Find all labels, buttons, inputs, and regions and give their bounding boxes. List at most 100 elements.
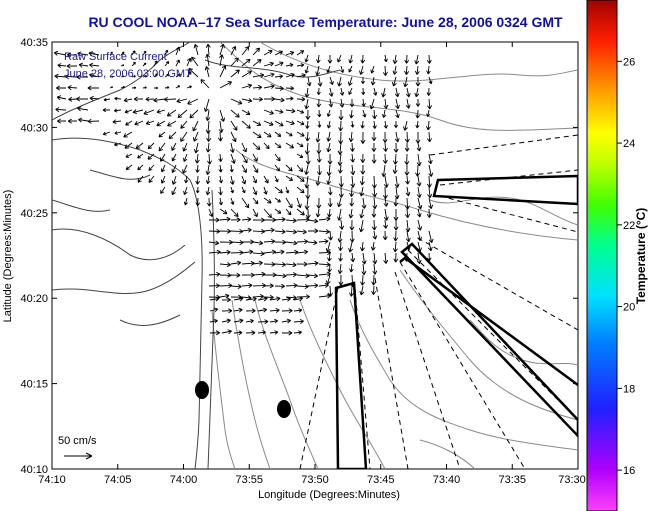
current-vector — [219, 208, 228, 215]
current-vector — [252, 260, 263, 266]
current-vector — [361, 87, 366, 95]
current-vector — [158, 131, 166, 138]
current-vector — [393, 252, 399, 263]
current-vector — [219, 43, 225, 56]
current-vector — [77, 106, 89, 112]
current-vector — [137, 175, 144, 183]
current-vector — [425, 120, 431, 131]
current-vector — [348, 208, 354, 219]
current-vector — [426, 54, 432, 64]
current-vector — [241, 120, 251, 129]
current-vector — [131, 61, 136, 67]
current-vector — [245, 308, 256, 314]
y-axis-ticks: 40:35 40:30 40:25 40:20 40:15 40:10 — [20, 37, 578, 476]
current-vector — [230, 46, 237, 56]
current-vector — [193, 43, 199, 56]
current-vector — [426, 65, 431, 75]
current-vector — [153, 97, 166, 103]
current-vector — [120, 75, 125, 78]
current-vector — [241, 142, 248, 153]
current-vector — [230, 98, 243, 105]
current-vector — [285, 51, 295, 56]
current-vector — [383, 219, 388, 229]
current-vector — [360, 120, 365, 129]
current-vector — [112, 119, 122, 125]
current-vector — [339, 219, 345, 230]
current-vector — [120, 64, 125, 67]
current-vector — [296, 239, 309, 245]
current-vector — [393, 153, 398, 165]
current-vector — [307, 228, 319, 234]
current-vector — [114, 131, 122, 135]
current-vector — [403, 120, 408, 131]
current-vector — [208, 283, 220, 289]
current-vector — [305, 208, 311, 219]
current-vector — [263, 197, 272, 204]
current-vector — [416, 186, 422, 198]
current-vector — [263, 208, 272, 219]
current-vector — [349, 142, 355, 152]
current-vector — [318, 238, 329, 244]
current-vector — [230, 260, 242, 266]
current-vector — [147, 153, 155, 160]
current-vector — [337, 142, 343, 155]
current-vector — [315, 175, 321, 186]
current-vector — [338, 164, 343, 174]
current-vector — [103, 97, 111, 102]
current-vector — [124, 142, 133, 149]
current-vector — [315, 208, 321, 218]
current-vector — [233, 307, 243, 313]
current-vector — [304, 54, 309, 63]
current-vector — [195, 186, 200, 194]
current-vector — [416, 252, 422, 264]
current-vector — [218, 175, 224, 184]
current-vector — [205, 175, 211, 185]
current-vector — [120, 85, 125, 89]
current-vector — [307, 260, 319, 266]
y-tick-label: 40:25 — [20, 208, 48, 220]
current-vector — [233, 318, 244, 324]
current-vector — [326, 109, 331, 117]
current-vector — [183, 153, 188, 162]
current-vector — [195, 197, 201, 207]
current-vector — [241, 164, 247, 173]
current-vector — [263, 109, 274, 115]
colorbar-tick-label: 24 — [623, 138, 635, 150]
current-vector — [133, 96, 144, 102]
current-vector — [66, 63, 78, 69]
current-vector — [148, 164, 155, 171]
current-vector — [285, 283, 298, 288]
current-vector — [339, 87, 345, 96]
y-tick-label: 40:35 — [20, 37, 48, 49]
current-vector — [296, 96, 306, 102]
current-vector — [316, 98, 322, 108]
current-vector — [55, 107, 67, 113]
current-vector — [53, 50, 67, 56]
current-vector — [218, 120, 224, 133]
current-vector — [416, 142, 422, 152]
map-title: RU COOL NOAA–17 Sea Surface Temperature:… — [88, 14, 563, 30]
current-vector — [252, 175, 258, 184]
current-vector — [415, 77, 421, 87]
current-vector — [394, 87, 400, 98]
current-vector — [257, 307, 268, 313]
current-vector — [54, 73, 67, 79]
current-vector — [348, 65, 353, 73]
current-vector — [113, 108, 122, 113]
current-vector — [89, 62, 100, 68]
current-vector — [285, 164, 293, 172]
current-vector — [229, 164, 234, 173]
colorbar — [586, 0, 618, 511]
current-vector — [184, 175, 189, 184]
current-vector — [252, 197, 259, 205]
current-vector — [274, 175, 279, 183]
current-vector — [350, 164, 356, 176]
current-vector — [274, 61, 284, 67]
current-vector — [296, 273, 310, 279]
current-vector — [305, 153, 311, 165]
current-vector — [307, 283, 319, 289]
current-vector — [393, 197, 399, 207]
current-vector — [285, 96, 294, 101]
current-vector — [188, 67, 199, 78]
current-vector — [405, 230, 411, 243]
